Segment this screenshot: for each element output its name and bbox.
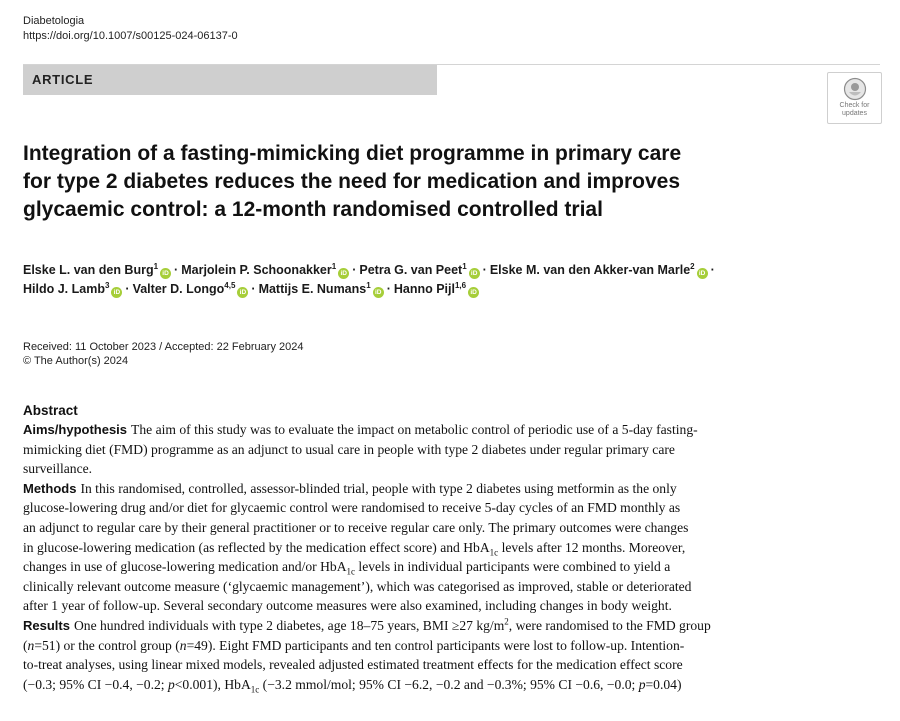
methods-text: levels in individual participants were c… xyxy=(355,559,671,575)
author-name[interactable]: Petra G. van Peet1 xyxy=(359,261,467,277)
methods-label: Methods xyxy=(23,480,77,496)
author-list: Elske L. van den Burg1iD · Marjolein P. Sc… xyxy=(23,261,883,299)
orcid-icon[interactable]: iD xyxy=(237,287,249,298)
orcid-icon[interactable]: iD xyxy=(111,287,123,298)
superscript-2: 2 xyxy=(504,616,509,627)
methods-text: after 1 year of follow-up. Several secon… xyxy=(23,598,672,614)
n-variable: n xyxy=(179,637,187,653)
orcid-icon[interactable]: iD xyxy=(338,268,350,279)
results-text: , were randomised to the FMD group xyxy=(508,617,711,633)
aims-text: The aim of this study was to evaluate th… xyxy=(131,422,698,437)
orcid-icon[interactable]: iD xyxy=(468,268,480,279)
results-text: =0.04) xyxy=(645,676,682,692)
abstract-body: Aims/hypothesis The aim of this study was… xyxy=(23,420,883,694)
results-text: to-treat analyses, using linear mixed mo… xyxy=(23,657,683,673)
author-separator: · xyxy=(125,282,130,296)
title-line: glycaemic control: a 12-month randomised… xyxy=(23,198,603,221)
results-label: Results xyxy=(23,617,70,633)
methods-text: glucose-lowering drug and/or diet for gl… xyxy=(23,500,681,516)
author-separator: · xyxy=(386,282,391,296)
methods-text: clinically relevant outcome measure (‘gl… xyxy=(23,578,692,594)
journal-header: Diabetologia https://doi.org/10.1007/s00… xyxy=(23,14,238,44)
publication-dates: Received: 11 October 2023 / Accepted: 22… xyxy=(23,340,303,368)
p-variable: p xyxy=(167,676,175,692)
results-text: <0.001), HbA xyxy=(174,676,251,692)
author-name[interactable]: Elske L. van den Burg1 xyxy=(23,261,159,277)
check-updates-line1: Check for xyxy=(839,102,870,109)
author-separator: · xyxy=(174,263,179,277)
header-divider xyxy=(23,64,880,65)
author-name[interactable]: Elske M. van den Akker-van Marle2 xyxy=(489,261,695,277)
results-text: One hundred individuals with type 2 diab… xyxy=(73,617,505,633)
results-text: (−3.2 mmol/mol; 95% CI −6.2, −0.2 and −0… xyxy=(259,676,639,692)
doi-link[interactable]: https://doi.org/10.1007/s00125-024-06137… xyxy=(23,30,238,42)
title-line: Integration of a fasting-mimicking diet … xyxy=(23,142,682,165)
methods-text: in glucose-lowering medication (as refle… xyxy=(23,539,490,555)
n-variable: n xyxy=(27,637,35,653)
abstract-heading: Abstract xyxy=(23,403,78,418)
p-variable: p xyxy=(638,676,646,692)
results-text: ( xyxy=(23,637,28,653)
copyright-notice: © The Author(s) 2024 xyxy=(23,355,129,367)
hba1c-subscript: 1c xyxy=(250,684,260,695)
journal-name: Diabetologia xyxy=(23,15,85,27)
aims-text: surveillance. xyxy=(23,461,93,477)
author-separator: · xyxy=(352,263,357,277)
methods-text: levels after 12 months. Moreover, xyxy=(498,539,686,555)
author-name[interactable]: Valter D. Longo4,5 xyxy=(132,280,236,296)
crossmark-icon xyxy=(843,77,866,101)
check-for-updates-badge[interactable]: Check for updates xyxy=(827,72,882,124)
article-type-bar: ARTICLE xyxy=(23,65,437,95)
title-line: for type 2 diabetes reduces the need for… xyxy=(23,170,681,193)
orcid-icon[interactable]: iD xyxy=(372,287,384,298)
results-text: (−0.3; 95% CI −0.4, −0.2; xyxy=(23,676,168,692)
results-text: =51) or the control group ( xyxy=(34,637,180,653)
aims-text: mimicking diet (FMD) programme as an adj… xyxy=(23,441,675,457)
orcid-icon[interactable]: iD xyxy=(160,268,172,279)
author-name[interactable]: Hildo J. Lamb3 xyxy=(23,280,110,296)
author-name[interactable]: Mattijs E. Numans1 xyxy=(258,280,371,296)
hba1c-subscript: 1c xyxy=(346,566,356,577)
author-separator: · xyxy=(482,263,487,277)
methods-text: In this randomised, controlled, assessor… xyxy=(80,480,677,496)
author-separator: · xyxy=(710,263,715,277)
aims-label: Aims/hypothesis xyxy=(23,422,128,437)
author-name[interactable]: Marjolein P. Schoonakker1 xyxy=(181,261,337,277)
received-accepted-dates: Received: 11 October 2023 / Accepted: 22… xyxy=(23,341,304,353)
hba1c-subscript: 1c xyxy=(489,547,499,558)
orcid-icon[interactable]: iD xyxy=(468,287,480,298)
methods-text: changes in use of glucose-lowering medic… xyxy=(23,559,347,575)
author-name[interactable]: Hanno Pijl1,6 xyxy=(393,280,467,296)
article-title: Integration of a fasting-mimicking diet … xyxy=(23,140,783,224)
author-separator: · xyxy=(251,282,256,296)
methods-text: an adjunct to regular care by their gene… xyxy=(23,519,689,535)
check-updates-line2: updates xyxy=(842,110,867,117)
results-text: =49). Eight FMD participants and ten con… xyxy=(186,637,685,653)
orcid-icon[interactable]: iD xyxy=(696,268,708,279)
